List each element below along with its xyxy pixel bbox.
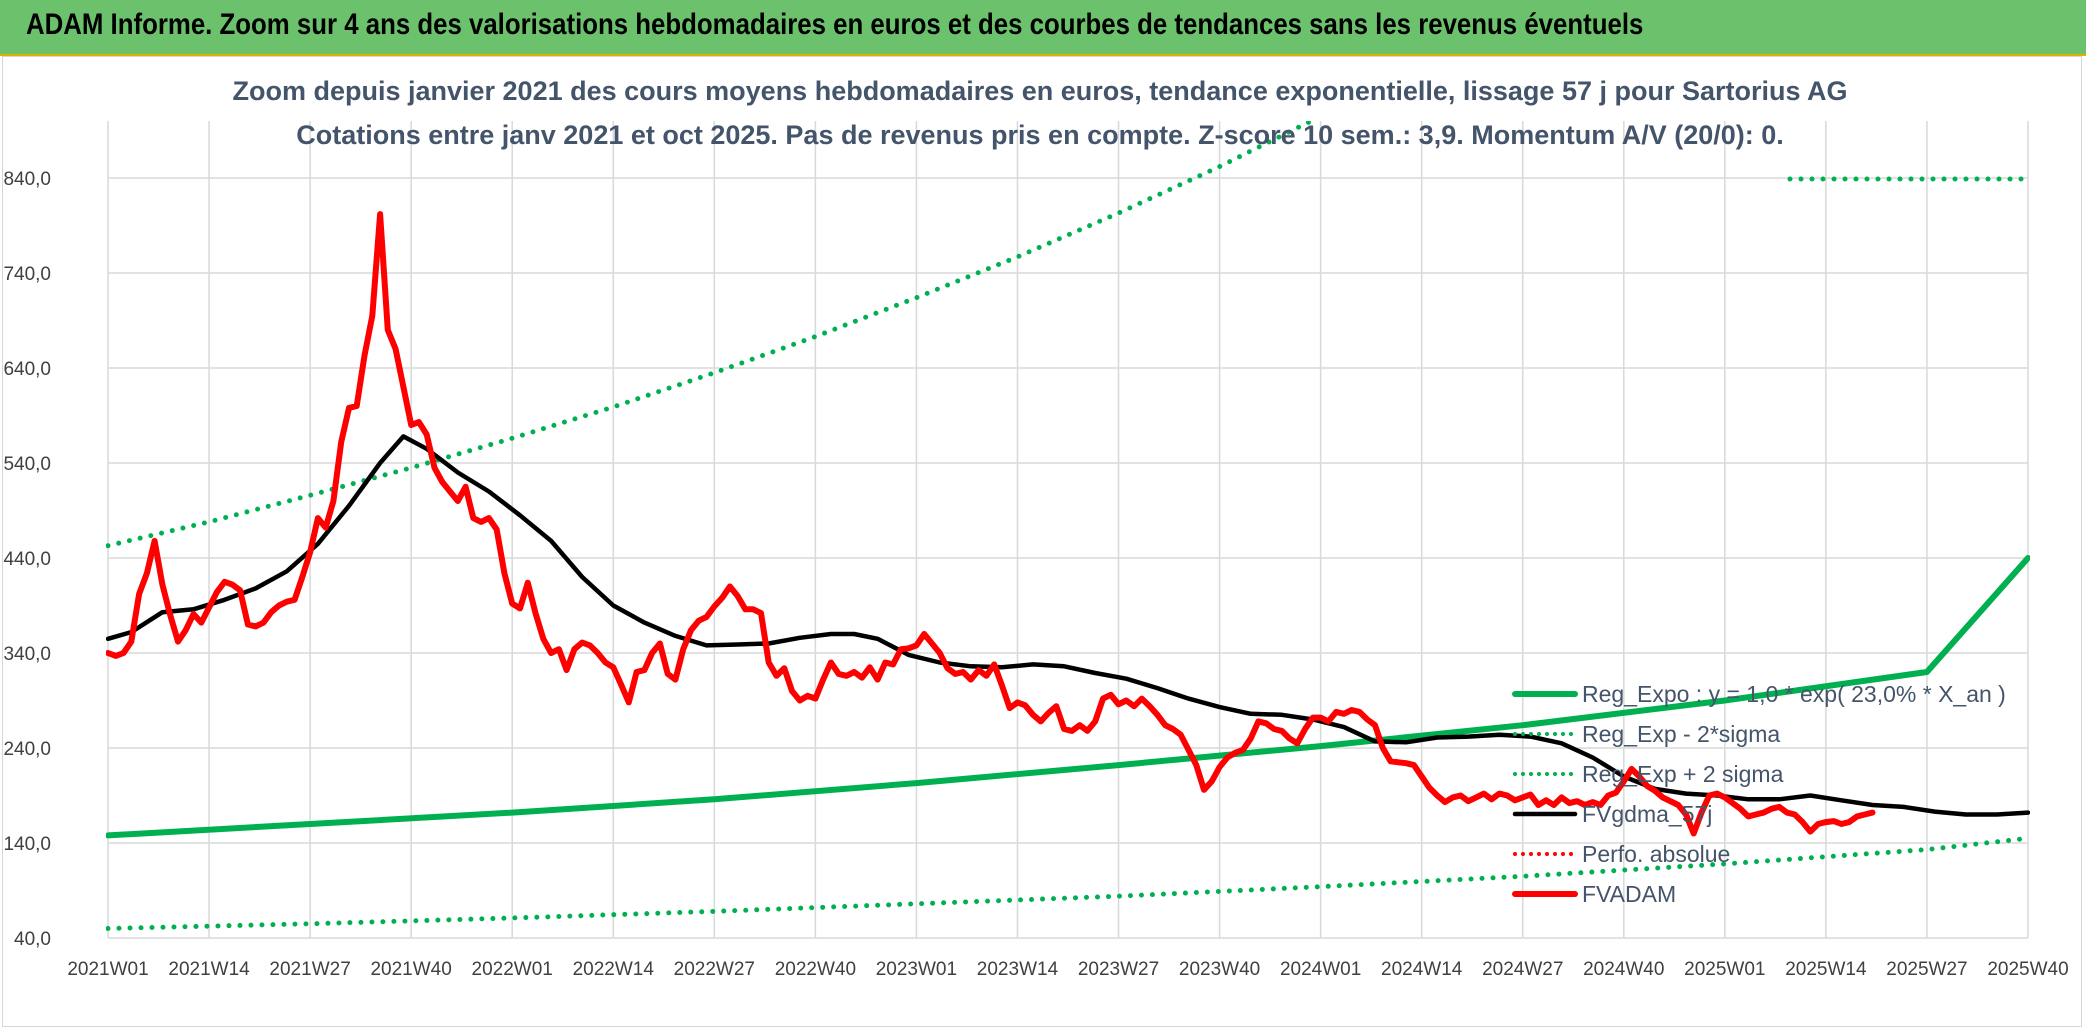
series-line-reg-exp-2-sigma — [106, 835, 2030, 931]
y-tick-label: 840,0 — [3, 169, 51, 190]
chart-titles: Zoom depuis janvier 2021 des cours moyen… — [232, 76, 1847, 150]
x-tick-label: 2025W40 — [1987, 959, 2068, 980]
y-tick-label: 240,0 — [3, 739, 51, 760]
y-tick-label: 540,0 — [3, 454, 51, 475]
report-title: ADAM Informe. Zoom sur 4 ans des valoris… — [26, 8, 1644, 41]
x-tick-label: 2025W14 — [1785, 959, 1867, 980]
y-tick-label: 340,0 — [3, 644, 51, 665]
x-axis-ticks: 2021W01 2021W14 2021W27 2021W40 2022W01 2022W… — [67, 959, 2068, 980]
x-tick-label: 2023W27 — [1078, 959, 1159, 980]
x-tick-label: 2024W01 — [1280, 959, 1361, 980]
line-chart: 40,0 140,0 240,0 340,0 440,0 540,0 640,0 740,0 8… — [3, 76, 2068, 980]
series-line-reg-expo-y-1-0-exp-23-0-x-an — [106, 555, 2030, 839]
x-tick-label: 2023W01 — [876, 959, 957, 980]
x-tick-label: 2021W27 — [269, 959, 350, 980]
x-tick-label: 2022W01 — [472, 959, 553, 980]
x-tick-label: 2025W01 — [1684, 959, 1765, 980]
x-tick-label: 2025W27 — [1886, 959, 1967, 980]
x-tick-label: 2022W27 — [674, 959, 755, 980]
x-tick-label: 2021W01 — [67, 959, 148, 980]
series-line-fvadam — [106, 211, 1876, 837]
x-tick-label: 2023W40 — [1179, 959, 1260, 980]
report-banner: ADAM Informe. Zoom sur 4 ans des valoris… — [0, 0, 2086, 56]
legend-label-reg-expo-y-1-0-exp-23-0-x-an: Reg_Expo : y = 1,0 * exp( 23,0% * X_an ) — [1582, 681, 2006, 707]
y-tick-label: 640,0 — [3, 359, 51, 380]
legend-label-reg-exp-2-sigma: Reg_Exp - 2*sigma — [1582, 721, 1780, 747]
series-layer — [106, 121, 2031, 931]
x-tick-label: 2024W40 — [1583, 959, 1664, 980]
chart-title-line-2: Cotations entre janv 2021 et oct 2025. P… — [296, 120, 1784, 150]
x-tick-label: 2021W40 — [370, 959, 451, 980]
series-line-reg-exp-2-sigma — [106, 121, 1317, 549]
y-tick-label: 440,0 — [3, 549, 51, 570]
legend: Reg_Expo : y = 1,0 * exp( 23,0% * X_an )… — [1512, 681, 2006, 907]
x-tick-label: 2022W40 — [775, 959, 856, 980]
legend-label-fvadam: FVADAM — [1582, 881, 1676, 907]
legend-label-fvgdma-57j: FVgdma_57j — [1582, 801, 1712, 827]
y-tick-label: 40,0 — [14, 929, 51, 950]
x-tick-label: 2021W14 — [168, 959, 250, 980]
x-tick-label: 2022W14 — [573, 959, 655, 980]
y-tick-label: 140,0 — [3, 834, 51, 855]
y-axis-ticks: 40,0 140,0 240,0 340,0 440,0 540,0 640,0 740,0 8… — [3, 169, 51, 950]
chart-title-line-1: Zoom depuis janvier 2021 des cours moyen… — [232, 76, 1847, 106]
x-tick-label: 2024W14 — [1381, 959, 1463, 980]
legend-label-reg-exp-2-sigma: Reg_Exp + 2 sigma — [1582, 761, 1784, 787]
x-tick-label: 2024W27 — [1482, 959, 1563, 980]
grid — [107, 121, 2029, 939]
series-line-fvgdma-57j — [106, 434, 2030, 817]
x-tick-label: 2023W14 — [977, 959, 1059, 980]
legend-label-perfo-absolue: Perfo. absolue — [1582, 841, 1730, 867]
chart-frame: 40,0 140,0 240,0 340,0 440,0 540,0 640,0 740,0 8… — [2, 56, 2082, 1027]
y-tick-label: 740,0 — [3, 264, 51, 285]
